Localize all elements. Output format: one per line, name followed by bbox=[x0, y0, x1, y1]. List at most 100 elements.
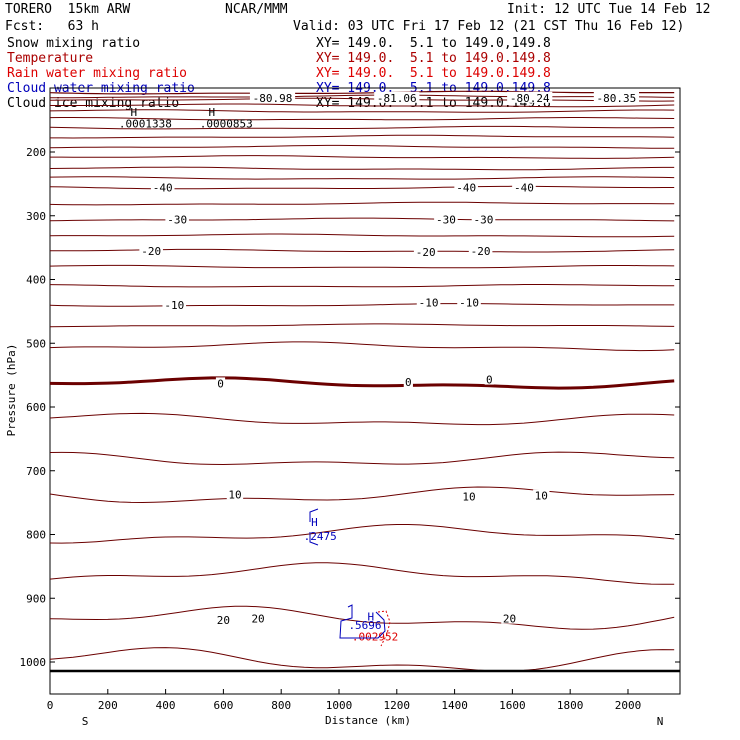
isotherm-line bbox=[49, 144, 675, 149]
isotherm-line bbox=[49, 605, 675, 630]
x-endpoint-left: S bbox=[82, 715, 89, 728]
isotherm-line bbox=[49, 264, 675, 269]
plot-frame bbox=[49, 87, 681, 695]
contour-label-bg bbox=[468, 244, 493, 256]
cloud-ice-max-label: .0000853 bbox=[200, 117, 253, 130]
isotherm-line bbox=[49, 303, 675, 307]
isotherm-line bbox=[49, 90, 675, 95]
contour-label-bg bbox=[215, 377, 226, 389]
contour-label-bg bbox=[460, 490, 478, 502]
x-tick-label: 200 bbox=[98, 699, 118, 712]
y-tick-label: 300 bbox=[26, 210, 46, 223]
cloud-ice-max-label: H bbox=[130, 106, 137, 119]
x-tick-label: 2000 bbox=[615, 699, 642, 712]
contour-label-bg bbox=[249, 612, 267, 624]
temperature-label: -20 bbox=[141, 245, 161, 258]
contour-label-bg bbox=[501, 612, 518, 624]
contour-label-bg bbox=[165, 213, 189, 225]
cloud-water-max-label: .2475 bbox=[304, 530, 337, 543]
isotherm-line bbox=[50, 94, 675, 99]
xy-temperature: XY= 149.0. 5.1 to 149.0.149.8 bbox=[316, 51, 551, 66]
x-endpoint-right: N bbox=[657, 715, 664, 728]
y-tick-label: 200 bbox=[26, 146, 46, 159]
temperature-label: -20 bbox=[471, 245, 491, 258]
xy-rain: XY= 149.0. 5.1 to 149.0.149.8 bbox=[316, 66, 551, 81]
contour-label-bg bbox=[403, 376, 413, 388]
temperature-label: 20 bbox=[217, 614, 230, 627]
isotherm-line bbox=[49, 341, 675, 352]
temperature-label: 10 bbox=[535, 490, 548, 503]
legend-snow: Snow mixing ratio bbox=[7, 36, 141, 51]
isotherm-line bbox=[50, 134, 675, 139]
contour-label-bg bbox=[374, 91, 420, 103]
isotherm-line bbox=[49, 284, 675, 288]
temperature-label: -40 bbox=[153, 182, 173, 195]
temperature-label: -30 bbox=[474, 214, 494, 227]
cloud-water-max-label: .5696 bbox=[348, 619, 381, 632]
temperature-label: 20 bbox=[251, 613, 264, 626]
xy-snow: XY= 149.0. 5.1 to 149.0,149.8 bbox=[316, 36, 551, 51]
temperature-label: 0 bbox=[486, 374, 493, 387]
temperature-label: 10 bbox=[228, 488, 241, 501]
temperature-label: -40 bbox=[514, 182, 534, 195]
contour-labels: -80.98 -81.06 -80.35 -80.24 -40 -40 -40 -30 -30 -… bbox=[119, 91, 640, 644]
y-tick-label: 900 bbox=[26, 592, 46, 605]
isotherm-line bbox=[49, 486, 675, 504]
cloud-water-contours bbox=[309, 508, 391, 647]
isotherm-line bbox=[49, 412, 675, 426]
org-name: NCAR/MMM bbox=[225, 2, 288, 17]
isotherm-line bbox=[49, 109, 675, 113]
isotherm-line bbox=[49, 217, 675, 222]
rain-contour bbox=[377, 610, 391, 647]
isotherm-line bbox=[49, 201, 675, 206]
isotherm-line bbox=[49, 323, 675, 328]
x-tick-label: 600 bbox=[213, 699, 233, 712]
contour-label-bg bbox=[507, 91, 553, 103]
temperature-label: -40 bbox=[456, 182, 476, 195]
contour-label-bg bbox=[413, 246, 438, 258]
isotherm-line bbox=[49, 647, 675, 672]
x-tick-label: 0 bbox=[47, 699, 54, 712]
y-tick-label: 700 bbox=[26, 465, 46, 478]
y-tick-label: 600 bbox=[26, 401, 46, 414]
temperature-label: -20 bbox=[416, 246, 436, 259]
contour-label-bg bbox=[484, 373, 494, 385]
isotherm-line bbox=[49, 185, 675, 190]
isotherm-line bbox=[49, 524, 675, 544]
contour-label-bg bbox=[434, 213, 458, 225]
y-axis-title: Pressure (hPa) bbox=[5, 344, 18, 437]
temperature-contours bbox=[49, 90, 675, 672]
contour-label-bg bbox=[454, 181, 478, 193]
isotherm-line bbox=[49, 166, 675, 171]
contour-label-bg bbox=[533, 489, 550, 501]
legend-temperature: Temperature bbox=[7, 51, 94, 66]
init-time: Init: 12 UTC Tue 14 Feb 12 bbox=[507, 2, 711, 17]
temperature-label: -81.06 bbox=[377, 92, 417, 105]
contour-label-bg bbox=[249, 91, 296, 103]
temperature-label: -30 bbox=[436, 214, 456, 227]
x-tick-label: 400 bbox=[156, 699, 176, 712]
model-name: TORERO 15km ARW bbox=[5, 2, 131, 17]
x-tick-label: 800 bbox=[271, 699, 291, 712]
temperature-label: 10 bbox=[462, 490, 475, 503]
cloud-water-contour-upper bbox=[309, 508, 319, 546]
temperature-label: 0 bbox=[405, 376, 412, 389]
contour-label-bg bbox=[139, 244, 163, 256]
temperature-label: -80.35 bbox=[597, 92, 637, 105]
x-tick-label: 1800 bbox=[557, 699, 584, 712]
contour-label-bg bbox=[593, 91, 640, 103]
isotherm-line bbox=[49, 562, 675, 585]
temperature-label: -30 bbox=[167, 214, 187, 227]
contour-label-bg bbox=[215, 613, 232, 625]
x-axis-title: Distance (km) bbox=[325, 714, 411, 727]
rain-max-label: .002952 bbox=[352, 631, 398, 644]
y-tick-label: 800 bbox=[26, 529, 46, 542]
y-tick-label: 500 bbox=[26, 337, 46, 350]
temperature-label: -10 bbox=[419, 296, 439, 309]
contour-label-bg bbox=[226, 488, 244, 500]
cloud-ice-max-label: .0001338 bbox=[119, 117, 172, 130]
temperature-label: -80.98 bbox=[253, 92, 293, 105]
temperature-label: -80.24 bbox=[510, 92, 550, 105]
